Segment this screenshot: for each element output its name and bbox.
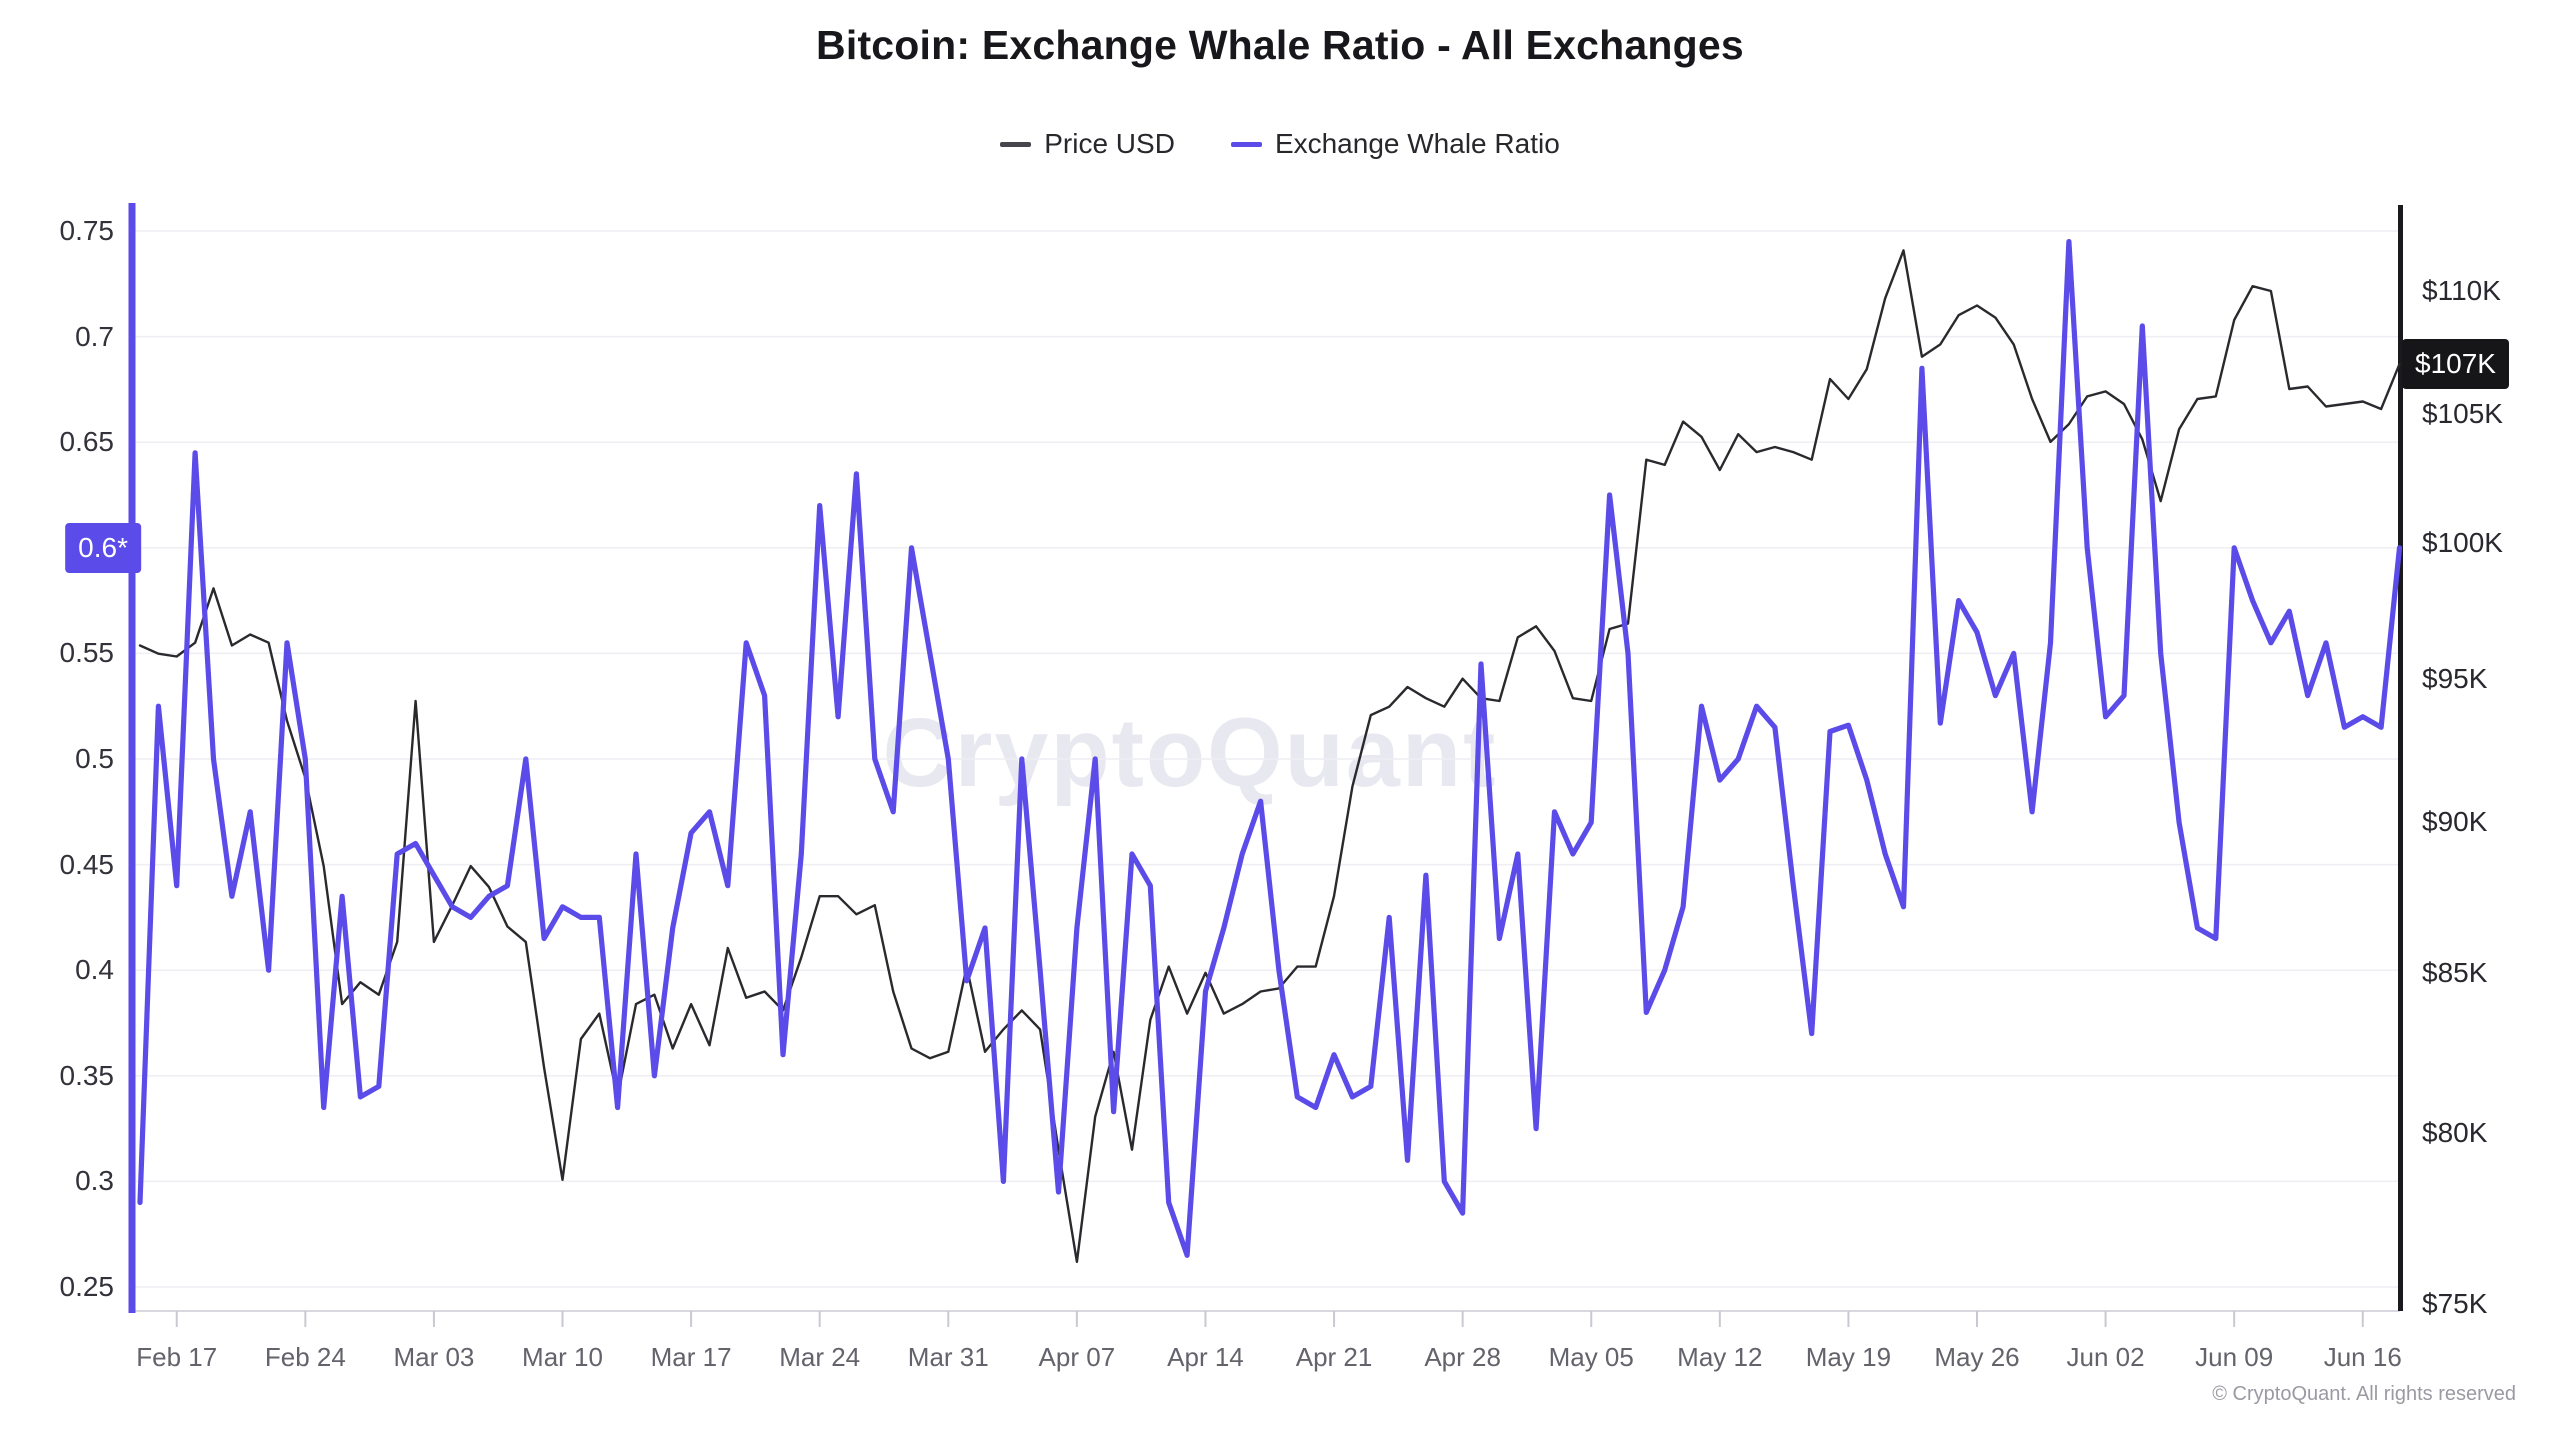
x-axis-tick-label: Mar 24 <box>779 1342 861 1372</box>
cryptoquant-watermark: CryptoQuant <box>882 698 1498 807</box>
page-title: Bitcoin: Exchange Whale Ratio - All Exch… <box>816 22 1744 68</box>
x-axis-tick-label: Mar 31 <box>907 1342 989 1372</box>
legend-label: Price USD <box>1044 128 1175 159</box>
legend-item-exchange-whale-ratio[interactable]: Exchange Whale Ratio <box>1230 128 1560 160</box>
whale-ratio-current-value-badge: 0.6* <box>65 522 141 573</box>
left-axis-tick-label: 0.75 <box>59 215 115 246</box>
price-usd-line-swatch-icon <box>1000 141 1032 147</box>
x-axis-tick-label: May 12 <box>1677 1342 1763 1372</box>
left-axis-tick-label: 0.7 <box>75 320 114 352</box>
right-axis-line <box>2398 205 2403 1311</box>
x-axis-tick-label: Apr 21 <box>1295 1342 1373 1372</box>
left-axis-tick-label: 0.45 <box>59 848 115 880</box>
right-axis-tick-label: $100K <box>2422 527 2503 559</box>
x-axis-tick-label: Apr 28 <box>1424 1342 1501 1372</box>
left-axis-tick-label: 0.5 <box>75 743 114 774</box>
x-axis-tick-label: Jun 16 <box>2323 1342 2402 1372</box>
right-axis-tick-label: $85K <box>2422 956 2488 988</box>
right-axis-tick-label: $110K <box>2422 275 2501 306</box>
legend-label: Exchange Whale Ratio <box>1274 128 1560 159</box>
x-axis-tick-label: May 26 <box>1934 1342 2020 1372</box>
series-line-exchange-whale-ratio <box>137 239 2403 1258</box>
x-axis-tick-label: Mar 17 <box>650 1342 732 1372</box>
x-axis-tick-label: May 19 <box>1805 1342 1892 1372</box>
left-axis-tick-label: 0.65 <box>59 426 115 458</box>
x-axis-tick-label: Jun 09 <box>2195 1342 2274 1372</box>
left-axis-tick-label: 0.35 <box>59 1059 115 1091</box>
x-axis-tick-label: Feb 17 <box>136 1342 218 1372</box>
left-axis-tick-label: 0.25 <box>59 1271 115 1302</box>
left-axis-tick-label: 0.4 <box>75 954 114 986</box>
copyright-notice: © CryptoQuant. All rights reserved <box>2212 1383 2516 1405</box>
series-line-price-usd <box>138 249 2401 1264</box>
x-axis-tick-label: Mar 03 <box>393 1342 475 1372</box>
x-axis-tick-label: Jun 02 <box>2066 1342 2145 1372</box>
whale-ratio-line-swatch-icon <box>1230 141 1262 147</box>
x-axis-tick-label: Mar 10 <box>522 1342 603 1372</box>
x-axis-tick-label: Apr 07 <box>1038 1342 1116 1372</box>
left-axis-tick-label: 0.55 <box>59 637 115 669</box>
left-axis-tick-label: 0.3 <box>75 1165 114 1197</box>
right-axis-tick-label: $90K <box>2422 805 2488 837</box>
right-axis-tick-label: $80K <box>2422 1117 2488 1149</box>
x-axis-tick-label: Feb 24 <box>264 1342 346 1372</box>
chart-legend: Price USD Exchange Whale Ratio <box>0 128 2560 160</box>
x-axis-tick-label: May 05 <box>1548 1342 1634 1372</box>
right-axis-tick-label: $75K <box>2422 1287 2488 1319</box>
left-axis-line <box>128 203 136 1313</box>
price-current-value-badge: $107K <box>2402 339 2509 390</box>
right-axis-tick-label: $95K <box>2422 662 2488 694</box>
legend-item-price-usd[interactable]: Price USD <box>1000 128 1175 160</box>
right-axis-tick-label: $105K <box>2422 398 2503 430</box>
x-axis-tick-label: Apr 14 <box>1167 1342 1244 1372</box>
